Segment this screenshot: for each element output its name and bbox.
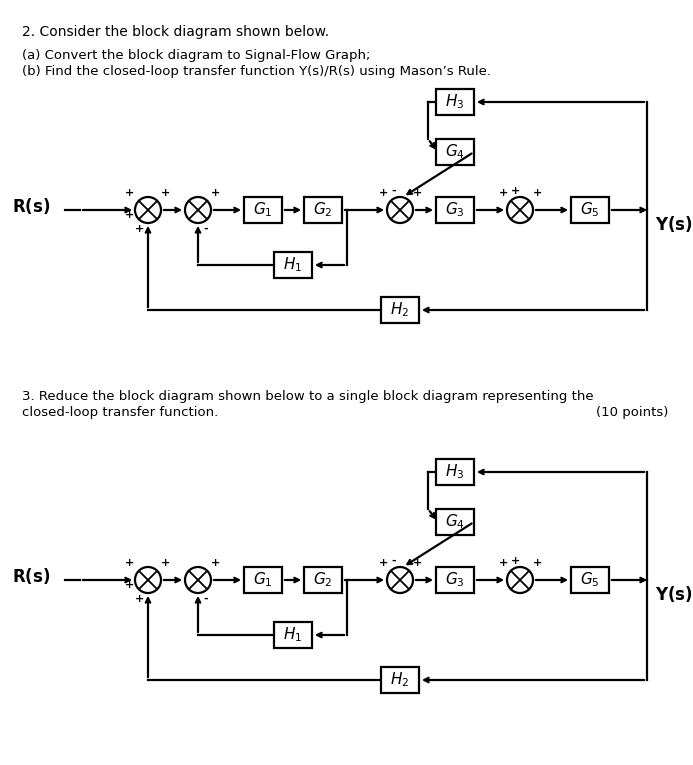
Bar [436, 139, 474, 165]
Bar [381, 667, 419, 693]
Text: $\bf{R(s)}$: $\bf{R(s)}$ [12, 196, 50, 216]
Bar [436, 197, 474, 223]
Text: +: + [378, 188, 387, 198]
Text: +: + [532, 188, 542, 198]
Bar [436, 459, 474, 485]
Text: -: - [204, 594, 209, 604]
Text: +: + [412, 558, 421, 568]
Text: $H_3$: $H_3$ [446, 463, 465, 481]
Bar [244, 567, 282, 593]
Text: closed-loop transfer function.: closed-loop transfer function. [22, 406, 218, 419]
Bar [244, 197, 282, 223]
Text: +: + [211, 558, 220, 568]
Bar [274, 622, 312, 648]
Text: (b) Find the closed-loop transfer function Y(s)/R(s) using Mason’s Rule.: (b) Find the closed-loop transfer functi… [22, 65, 491, 78]
Text: $G_4$: $G_4$ [445, 513, 465, 532]
Bar [436, 509, 474, 535]
Text: -: - [204, 224, 209, 234]
Bar [571, 567, 609, 593]
Text: +: + [135, 594, 145, 604]
Text: $G_3$: $G_3$ [445, 200, 465, 220]
Text: $G_5$: $G_5$ [580, 200, 599, 220]
Text: +: + [532, 558, 542, 568]
Text: -: - [392, 556, 396, 566]
Text: +: + [125, 188, 134, 198]
Text: 3. Reduce the block diagram shown below to a single block diagram representing t: 3. Reduce the block diagram shown below … [22, 390, 594, 403]
Text: +: + [125, 210, 134, 220]
Text: $G_2$: $G_2$ [313, 571, 333, 589]
Bar [304, 567, 342, 593]
Text: $G_3$: $G_3$ [445, 571, 465, 589]
Text: $G_5$: $G_5$ [580, 571, 599, 589]
Text: +: + [125, 558, 134, 568]
Circle shape [387, 567, 413, 593]
Text: -: - [392, 186, 396, 196]
Text: $H_1$: $H_1$ [283, 256, 303, 275]
Text: 2. Consider the block diagram shown below.: 2. Consider the block diagram shown belo… [22, 25, 329, 39]
Text: $\bf{R(s)}$: $\bf{R(s)}$ [12, 566, 50, 586]
Text: +: + [211, 188, 220, 198]
Text: $H_1$: $H_1$ [283, 626, 303, 644]
Circle shape [507, 567, 533, 593]
Text: +: + [160, 558, 170, 568]
Text: $H_2$: $H_2$ [390, 301, 410, 319]
Text: +: + [498, 188, 508, 198]
Text: +: + [412, 188, 421, 198]
Text: +: + [510, 556, 520, 566]
Circle shape [185, 197, 211, 223]
Text: $H_2$: $H_2$ [390, 671, 410, 689]
Text: $\bf{Y(s)}$: $\bf{Y(s)}$ [655, 214, 693, 234]
Text: +: + [498, 558, 508, 568]
Text: +: + [378, 558, 387, 568]
Circle shape [135, 567, 161, 593]
Text: $\bf{Y(s)}$: $\bf{Y(s)}$ [655, 584, 693, 604]
Bar [304, 197, 342, 223]
Text: +: + [160, 188, 170, 198]
Circle shape [387, 197, 413, 223]
Text: $G_1$: $G_1$ [253, 571, 273, 589]
Text: +: + [135, 224, 145, 234]
Circle shape [185, 567, 211, 593]
Text: +: + [125, 580, 134, 590]
Text: $H_3$: $H_3$ [446, 93, 465, 112]
Text: +: + [510, 186, 520, 196]
Text: (a) Convert the block diagram to Signal-Flow Graph;: (a) Convert the block diagram to Signal-… [22, 49, 370, 62]
Bar [436, 89, 474, 115]
Bar [571, 197, 609, 223]
Text: $G_2$: $G_2$ [313, 200, 333, 220]
Text: $G_1$: $G_1$ [253, 200, 273, 220]
Bar [436, 567, 474, 593]
Text: (10 points): (10 points) [595, 406, 668, 419]
Text: $G_4$: $G_4$ [445, 142, 465, 161]
Bar [381, 297, 419, 323]
Bar [274, 252, 312, 278]
Circle shape [135, 197, 161, 223]
Circle shape [507, 197, 533, 223]
